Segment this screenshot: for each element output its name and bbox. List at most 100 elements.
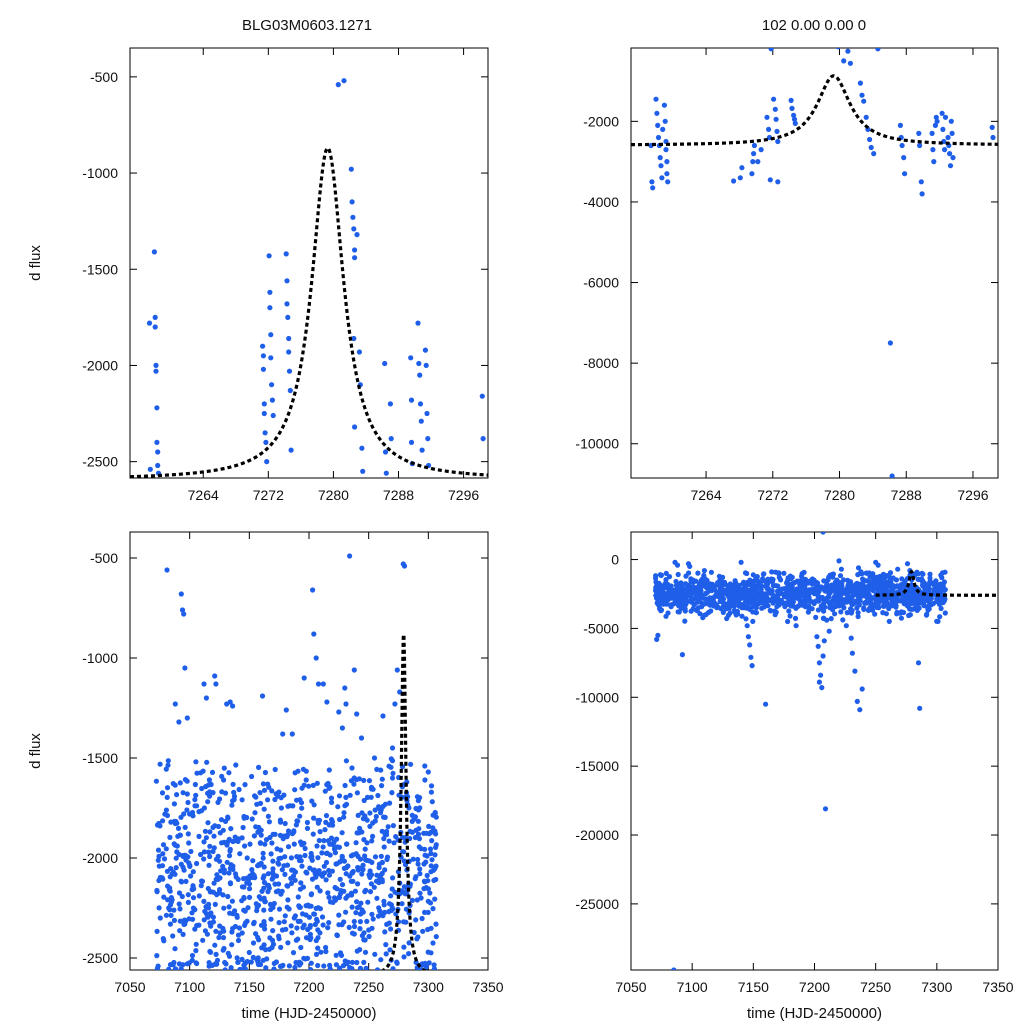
data-point [209,962,215,969]
data-point [212,901,218,908]
data-point [934,618,940,624]
data-point [917,705,923,711]
data-point [196,833,202,840]
data-point [433,844,439,851]
data-point [401,849,407,855]
data-point [204,931,210,937]
data-point [381,898,387,904]
data-point [200,768,206,774]
data-point [217,923,223,929]
data-point [163,807,169,813]
data-point [156,905,162,911]
data-point [383,470,389,476]
data-point [337,876,343,882]
data-point [747,582,753,588]
data-point [750,618,756,625]
data-point [427,900,434,906]
data-point [380,713,386,719]
data-point [184,778,190,784]
data-point [263,965,269,970]
data-point [366,933,372,940]
data-point [426,823,432,830]
data-point [186,860,192,866]
data-point [893,604,899,610]
data-point [890,583,896,589]
data-point [433,876,439,883]
data-point [167,921,173,927]
data-point [288,923,294,929]
data-point [265,797,271,803]
data-point [370,833,376,840]
data-point [653,579,659,585]
data-point [389,906,396,912]
data-point [261,787,268,793]
data-point [428,829,434,836]
data-point [369,925,375,931]
data-point [846,586,852,592]
data-point [763,583,769,589]
data-point [761,595,768,601]
data-point [738,559,744,565]
data-point [380,913,386,919]
data-point [351,918,357,925]
data-point [325,925,331,931]
data-point [295,894,301,900]
data-point [365,899,371,905]
data-point [222,959,228,966]
data-point [255,934,261,940]
data-point [650,185,656,191]
data-point [768,608,774,614]
data-point [899,576,905,582]
p2-y-tick-label: -2500 [82,950,118,966]
data-point [159,875,165,881]
p3-y-tick-label: -15000 [575,758,619,774]
data-point [211,845,217,851]
data-point [262,899,268,905]
data-point [682,608,688,614]
p2-x-tick-label: 7250 [353,979,384,995]
data-point [323,944,329,951]
data-point [362,846,368,852]
data-point [734,588,741,594]
data-point [343,758,349,764]
data-point [250,858,256,864]
data-point [428,783,435,789]
data-point [387,947,393,953]
data-point [310,587,316,593]
data-point [919,191,925,197]
data-point [289,930,295,936]
data-point [288,447,294,453]
data-point [371,755,378,761]
data-point [881,576,887,582]
data-point [368,784,375,790]
data-point [286,368,293,374]
data-point [314,884,320,890]
data-point [658,163,664,169]
data-point [883,611,890,617]
data-point [164,785,171,791]
data-point [857,80,864,86]
data-point [734,598,740,605]
data-point [185,799,191,806]
data-point [301,675,307,681]
data-point [272,831,278,837]
data-point [285,828,292,834]
data-point [768,48,774,52]
data-point [790,599,797,605]
data-point [932,122,939,128]
data-point [388,893,394,899]
data-point [389,775,396,781]
data-point [366,778,372,784]
data-point [793,605,799,611]
p3-x-axis-label: time (HJD-2450000) [747,1005,882,1022]
data-point [199,878,206,884]
data-point [342,685,348,691]
data-point [766,590,772,596]
data-point [200,937,206,943]
data-point [916,605,922,611]
data-point [184,715,190,721]
data-point [727,581,733,587]
data-point [217,930,223,936]
data-point [849,595,855,601]
